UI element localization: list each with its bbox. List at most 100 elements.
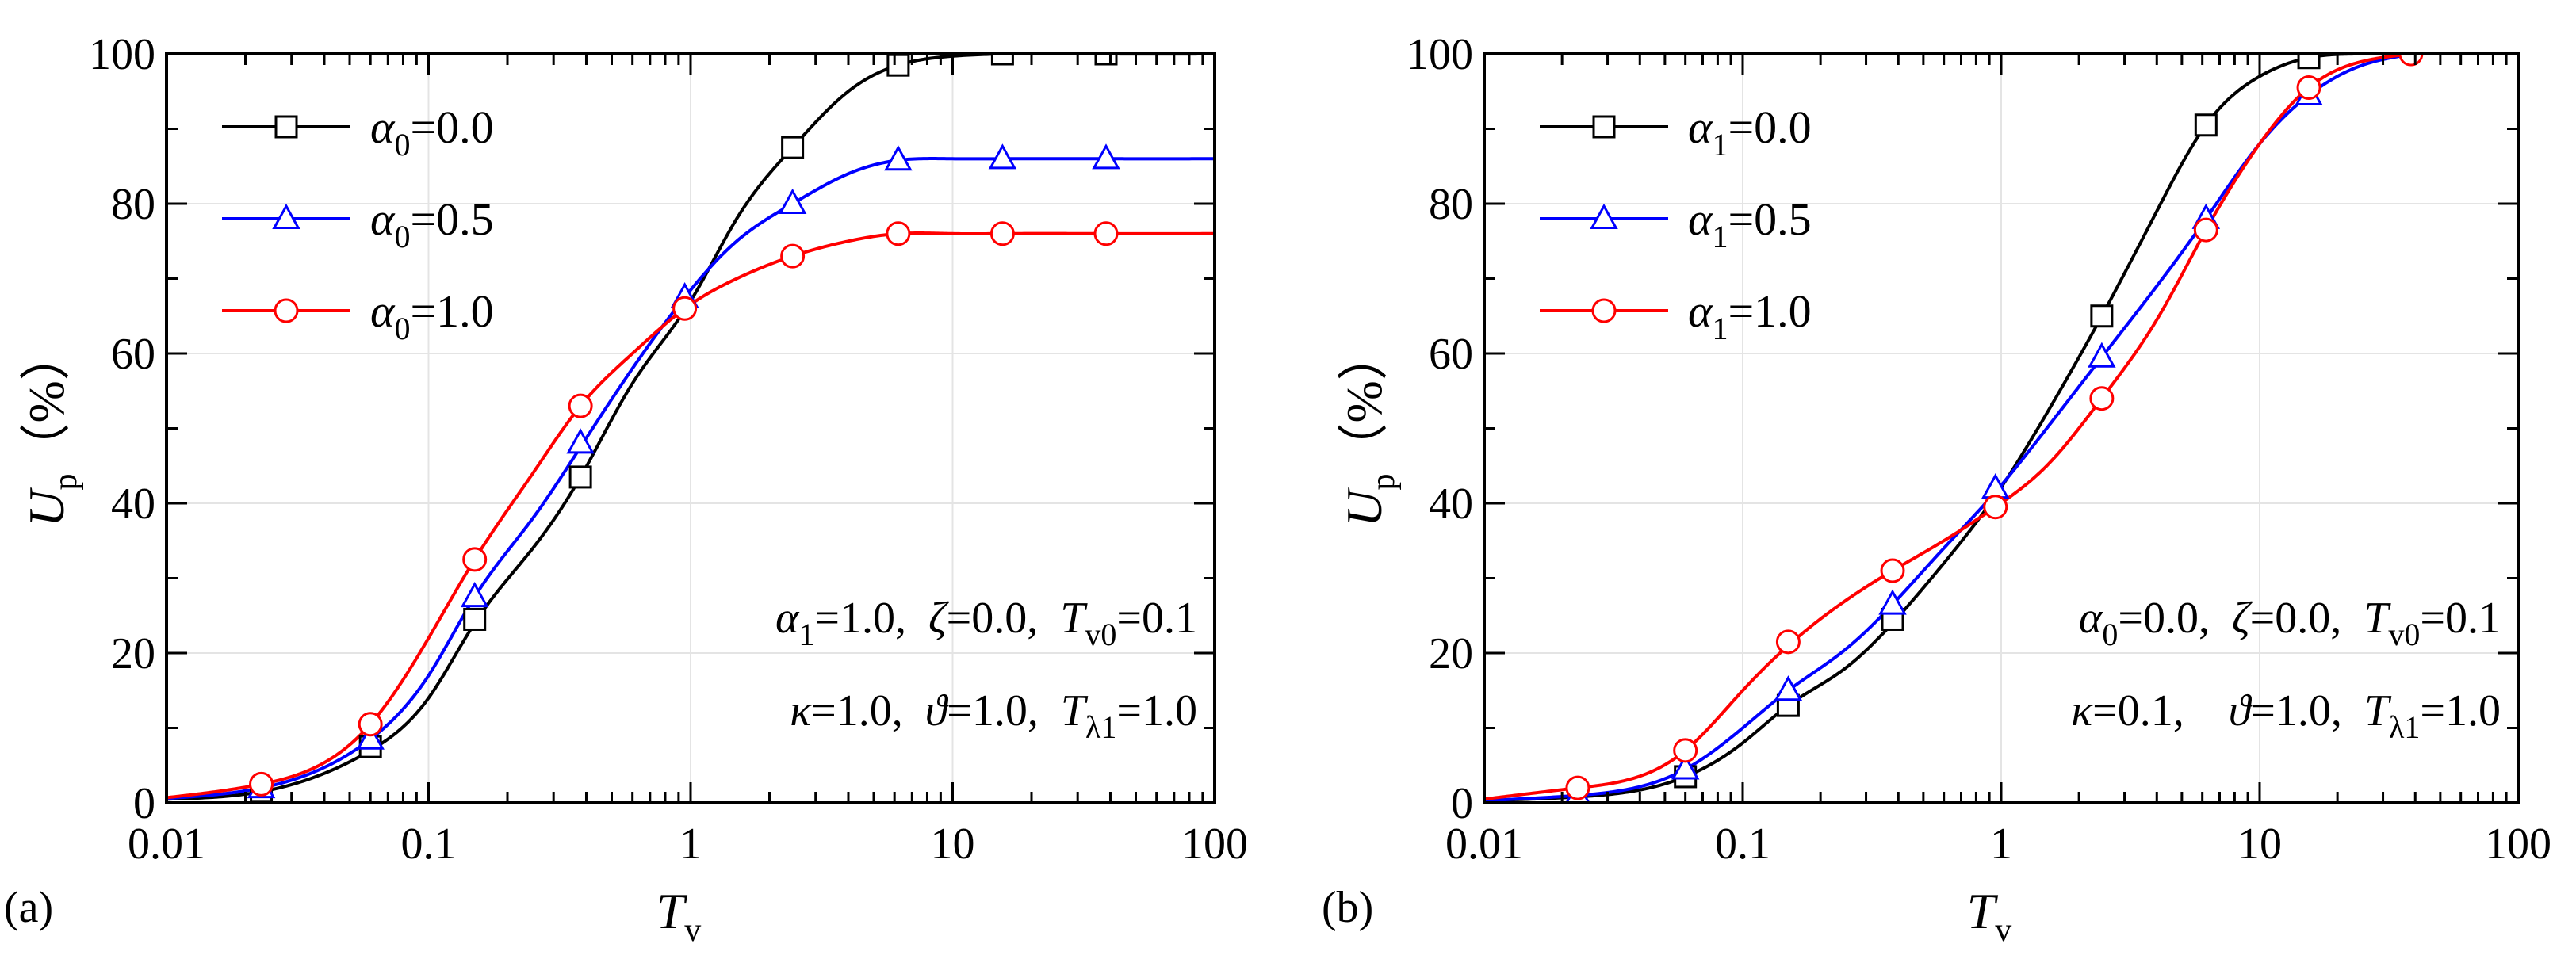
- x-axis-title: Tv: [1967, 883, 2012, 949]
- annotation-value: =1.0: [2420, 686, 2501, 735]
- legend-value: =0.0: [1728, 101, 1811, 153]
- legend-marker-circle: [274, 298, 299, 323]
- legend-marker-circle: [1591, 298, 1617, 323]
- data-point-circle: [2089, 386, 2115, 411]
- data-point-circle: [672, 296, 698, 321]
- legend-subscript: 1: [1712, 311, 1728, 346]
- data-point-triangle: [1981, 472, 2010, 499]
- data-point-triangle: [1878, 589, 1907, 615]
- legend: α0=0.0α0=0.5α0=1.0: [222, 101, 494, 346]
- annotation-value: =0.0,: [2118, 594, 2232, 643]
- series-group: [167, 54, 1215, 803]
- data-point-triangle: [884, 145, 913, 171]
- data-point-circle: [989, 221, 1015, 246]
- x-tick-label: 0.01: [1445, 820, 1523, 869]
- x-axis-title-sub: v: [684, 912, 701, 949]
- data-point-circle: [1775, 629, 1801, 655]
- x-tick-label: 100: [2485, 820, 2551, 869]
- series-line-square: [1484, 54, 2416, 803]
- annotation-value: =1.0,: [811, 686, 925, 735]
- parameter-annotation: α0=0.0, ζ=0.0, Tv0=0.1κ=0.1, ϑ=1.0, Tλ1=…: [2071, 594, 2501, 745]
- data-point-triangle: [1774, 675, 1803, 701]
- data-point-square: [463, 607, 487, 631]
- annotation-value: =0.0,: [947, 594, 1061, 643]
- data-point-triangle: [356, 724, 385, 750]
- legend-entry-label: α1=1.0: [1688, 285, 1812, 346]
- legend-subscript: 0: [394, 311, 410, 346]
- data-point-circle: [780, 243, 806, 269]
- annotation-value: =1.0,: [947, 686, 1061, 735]
- annotation-line-1: α1=1.0, ζ=0.0, Tv0=0.1: [775, 594, 1197, 652]
- annotation-line-2: κ=0.1, ϑ=1.0, Tλ1=1.0: [2071, 686, 2501, 745]
- legend-value: =1.0: [1728, 285, 1811, 337]
- data-point-square: [568, 465, 592, 489]
- legend-subscript: 1: [1712, 127, 1728, 162]
- x-axis-title-main: T: [656, 883, 688, 939]
- legend-symbol: α: [370, 285, 396, 337]
- annotation-subscript: 0: [2102, 617, 2118, 652]
- series-line-circle: [1484, 54, 2416, 801]
- legend-symbol: α: [1688, 101, 1713, 153]
- series-line-triangle: [167, 157, 1215, 800]
- data-point-circle: [1093, 221, 1119, 246]
- x-tick-label: 0.1: [401, 820, 457, 869]
- annotation-value: =1.0,: [814, 594, 928, 643]
- legend-value: =0.5: [410, 193, 493, 245]
- legend-symbol: α: [370, 193, 396, 245]
- data-point-circle: [886, 221, 911, 246]
- annotation-symbol: T: [1061, 686, 1089, 735]
- y-axis-title-sub: p: [48, 474, 84, 491]
- annotation-symbol: ϑ: [2229, 686, 2253, 735]
- legend-subscript: 0: [394, 219, 410, 254]
- annotation-value: =0.1: [1116, 594, 1197, 643]
- legend-value: =1.0: [410, 285, 493, 337]
- legend-entry-label: α0=0.5: [370, 193, 494, 254]
- legend-marker-square: [274, 115, 298, 139]
- data-point-triangle: [988, 143, 1017, 170]
- panel-label: (b): [1322, 883, 1373, 932]
- data-point-circle: [462, 547, 488, 572]
- annotation-symbol: T: [2364, 686, 2392, 735]
- chart-panel-a: 0.01 0.1 1 10 100020406080100TvUp（%）(a)α0=0.…: [4, 30, 1248, 949]
- y-axis-title-unit: （%）: [1336, 330, 1392, 473]
- data-point-triangle: [566, 428, 595, 454]
- y-axis-title-main: U: [1336, 487, 1392, 527]
- annotation-symbol: α: [775, 594, 800, 643]
- annotation-symbol: ζ: [928, 594, 949, 643]
- x-axis-title-main: T: [1967, 883, 1999, 939]
- annotation-symbol: κ: [790, 686, 812, 735]
- annotation-symbol: T: [2364, 594, 2391, 643]
- y-tick-label: 100: [89, 30, 155, 79]
- data-point-circle: [568, 393, 593, 418]
- legend-entry-label: α0=1.0: [370, 285, 494, 346]
- legend: α1=0.0α1=0.5α1=1.0: [1540, 101, 1812, 346]
- y-axis-title-sub: p: [1365, 474, 1402, 491]
- data-point-triangle: [2088, 342, 2116, 368]
- legend-entry-label: α0=0.0: [370, 101, 494, 162]
- legend-symbol: α: [1688, 193, 1713, 245]
- y-tick-label: 40: [111, 480, 155, 529]
- y-tick-label: 100: [1407, 30, 1473, 79]
- data-point-square: [2194, 113, 2218, 137]
- data-point-triangle: [1671, 754, 1700, 780]
- y-tick-label: 20: [111, 629, 155, 678]
- y-tick-label: 0: [1451, 779, 1473, 828]
- annotation-symbol: ϑ: [925, 686, 949, 735]
- x-tick-label: 1: [679, 820, 702, 869]
- data-point-circle: [249, 771, 274, 797]
- legend-value: =0.0: [410, 101, 493, 153]
- annotation-subscript: 1: [798, 617, 814, 652]
- x-tick-label: 1: [1990, 820, 2012, 869]
- data-point-circle: [1565, 775, 1590, 800]
- data-point-triangle: [778, 188, 807, 215]
- x-axis-title-sub: v: [1995, 912, 2011, 949]
- panel-label: (a): [4, 883, 53, 932]
- chart-panel-b: 0.01 0.1 1 10 100020406080100TvUp（%）(b)α1=0.…: [1322, 30, 2551, 949]
- data-point-triangle: [1092, 143, 1120, 170]
- legend-entry-label: α1=0.0: [1688, 101, 1812, 162]
- legend-marker-triangle: [1590, 203, 1618, 230]
- data-point-square: [886, 54, 910, 77]
